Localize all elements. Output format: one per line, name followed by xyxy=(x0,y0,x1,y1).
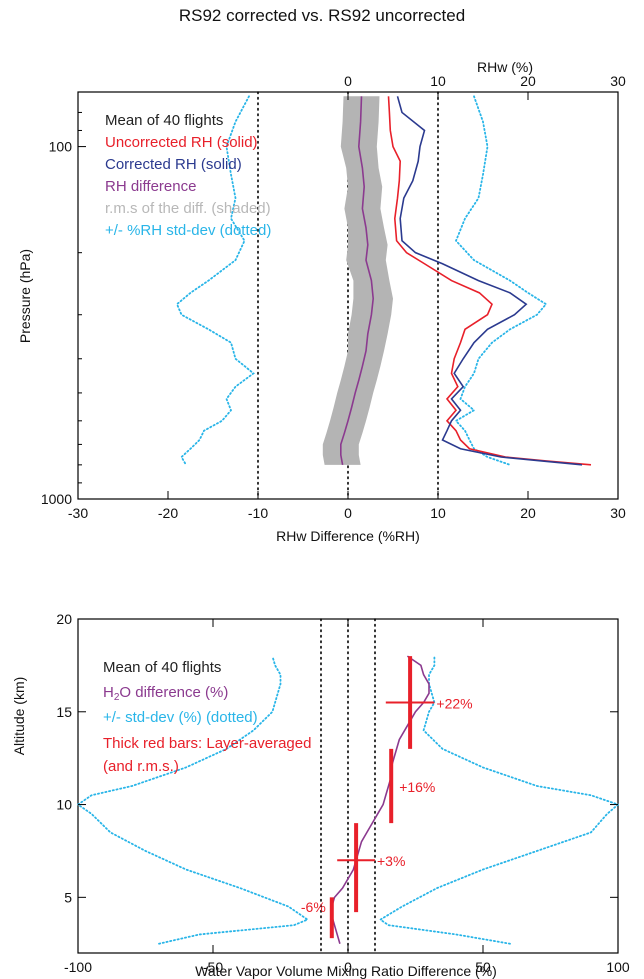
rh-legend: Mean of 40 flights Uncorrected RH (solid)… xyxy=(105,112,271,239)
rh-stddev-left-line xyxy=(175,95,255,466)
h2o-legend-entry-3: Thick red bars: Layer-averaged xyxy=(103,735,311,752)
h2o-y-tick-label-3: 20 xyxy=(56,611,72,627)
h2o-legend: Mean of 40 flights H2O difference (%) +/- … xyxy=(103,659,311,775)
h2o-series-lines xyxy=(76,655,620,945)
h2o-layer-bar-label-1: +3% xyxy=(377,853,405,869)
h2o-x-axis-label: Water Vapor Volume Mixing Ratio Differen… xyxy=(195,963,497,979)
h2o-legend-entry-0: Mean of 40 flights xyxy=(103,659,221,676)
h2o-difference-line xyxy=(330,655,430,944)
rh-y-tick-label-0: 100 xyxy=(49,139,73,155)
rh-top-tick-label-2: 20 xyxy=(520,73,536,89)
rh-top-tick-label-1: 10 xyxy=(430,73,446,89)
h2o-layer-bar-label-3: +22% xyxy=(436,696,472,712)
h2o-x-tick-label-0: -100 xyxy=(64,959,92,975)
rh-bottom-tick-label-0: -30 xyxy=(68,505,88,521)
h2o-layer-bars: -6% +3% +16% +22% xyxy=(301,656,473,939)
rh-y-tick-label-1: 1000 xyxy=(41,491,72,507)
h2o-y-tick-label-1: 10 xyxy=(56,797,72,813)
rh-corrected-line xyxy=(396,96,583,466)
rh-top-tick-label-0: 0 xyxy=(344,73,352,89)
rh-axis-ticks: -30 -20 -10 0 10 20 30 0 10 20 30 100 1000 xyxy=(41,73,626,521)
h2o-axis-ticks: -100 -50 0 50 100 5 10 15 20 xyxy=(56,611,629,975)
rh-bottom-tick-label-6: 30 xyxy=(610,505,626,521)
h2o-reference-lines xyxy=(320,618,376,954)
h2o-x-tick-label-3: 50 xyxy=(475,959,491,975)
rh-rms-shading xyxy=(322,96,393,465)
h2o-stddev-left-line xyxy=(76,655,310,945)
rh-bottom-tick-label-2: -10 xyxy=(248,505,268,521)
rh-panel: -30 -20 -10 0 10 20 30 0 10 20 30 100 1000 RHw (%) R… xyxy=(17,59,626,544)
rh-difference-line xyxy=(339,96,375,465)
rh-bottom-axis-label: RHw Difference (%RH) xyxy=(276,528,420,544)
rh-legend-entry-0: Mean of 40 flights xyxy=(105,112,223,129)
rh-stddev-right-line xyxy=(454,95,548,466)
h2o-x-tick-label-1: -50 xyxy=(203,959,223,975)
rh-top-axis-label: RHw (%) xyxy=(477,59,533,75)
h2o-x-tick-label-2: 0 xyxy=(344,959,352,975)
h2o-legend-entry-4: (and r.m.s.) xyxy=(103,758,179,775)
rh-y-axis-label: Pressure (hPa) xyxy=(17,249,33,343)
h2o-x-tick-label-4: 100 xyxy=(606,959,630,975)
rh-legend-entry-1: Uncorrected RH (solid) xyxy=(105,134,258,151)
h2o-layer-bar-label-0: -6% xyxy=(301,899,326,915)
rh-bottom-tick-label-5: 20 xyxy=(520,505,536,521)
h2o-layer-bar-label-2: +16% xyxy=(399,779,435,795)
rh-rms-band xyxy=(322,96,393,465)
h2o-legend-entry-2: +/- std-dev (%) (dotted) xyxy=(103,709,258,726)
rh-bottom-tick-label-4: 10 xyxy=(430,505,446,521)
rh-bottom-tick-label-3: 0 xyxy=(344,505,352,521)
h2o-y-axis-label: Altitude (km) xyxy=(11,677,27,756)
rh-legend-entry-5: +/- %RH std-dev (dotted) xyxy=(105,222,271,239)
rh-uncorrected-line xyxy=(387,96,592,466)
h2o-y-tick-label-2: 15 xyxy=(56,704,72,720)
h2o-y-tick-label-0: 5 xyxy=(64,889,72,905)
h2o-stddev-right-line xyxy=(378,655,620,945)
figure-title: RS92 corrected vs. RS92 uncorrected xyxy=(178,6,466,25)
rh-legend-entry-4: r.m.s of the diff. (shaded) xyxy=(105,200,271,217)
rh-top-tick-label-3: 30 xyxy=(610,73,626,89)
h2o-legend-entry-1: H2O difference (%) xyxy=(103,684,228,703)
rh-legend-entry-2: Corrected RH (solid) xyxy=(105,156,242,173)
h2o-panel: -6% +3% +16% +22% -100 -50 0 50 100 5 10 15 20 Wate… xyxy=(11,611,630,979)
rh-bottom-tick-label-1: -20 xyxy=(158,505,178,521)
rh-legend-entry-3: RH difference xyxy=(105,178,196,195)
rh-series-lines xyxy=(175,95,592,466)
